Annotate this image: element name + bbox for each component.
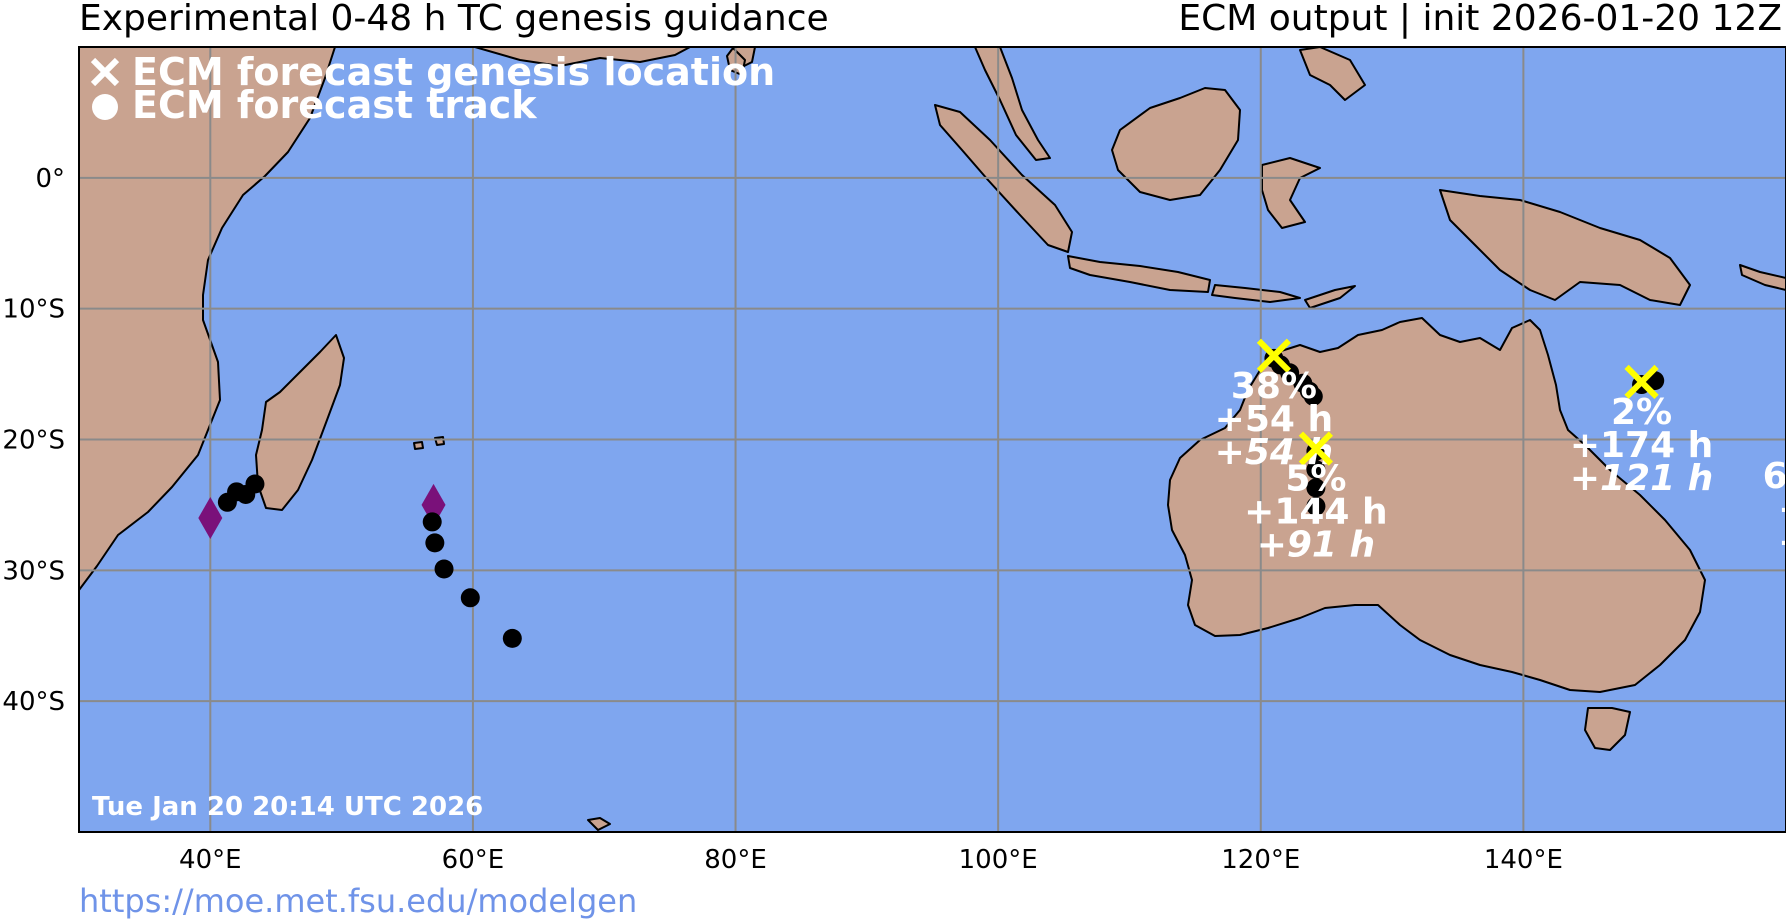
lat-tick-label: 10°S	[2, 295, 65, 325]
legend-genesis-label: ECM forecast genesis location	[132, 50, 775, 94]
philippines	[1299, 47, 1366, 101]
lon-tick-label: 60°E	[442, 845, 505, 875]
purple-diamond-marker	[198, 497, 223, 539]
malay-peninsula	[974, 47, 1051, 161]
track-point	[1306, 460, 1326, 480]
legend: ECM forecast genesis location ECM foreca…	[90, 50, 775, 127]
lesser-sunda	[1211, 284, 1301, 303]
lead-time: +54 h	[1215, 399, 1333, 440]
lat-tick-label: 20°S	[2, 426, 65, 456]
genesis-probability: 5%	[1285, 459, 1346, 500]
axis-ticks: 40°E 60°E 80°E 100°E 120°E 140°E 0° 10°S 20°S 30°…	[2, 164, 1563, 875]
mauritius-island	[413, 441, 424, 450]
arabia-coast	[474, 47, 691, 67]
lon-tick-label: 140°E	[1484, 845, 1563, 875]
chart-title: Experimental 0-48 h TC genesis guidance	[79, 0, 829, 39]
genesis-labels: 38%+54 h+54 h5%+144 h+91 h2%+174 h+121 h…	[1215, 338, 1786, 566]
genesis-label-group: 5%+144 h+91 h	[1244, 431, 1388, 566]
borneo	[1111, 87, 1241, 201]
genesis-legend-x-icon	[90, 57, 120, 87]
reunion-island	[434, 436, 445, 446]
lead-time: +1	[1778, 489, 1786, 530]
track-point	[1306, 478, 1326, 498]
track-point	[460, 588, 480, 608]
lat-tick-label: 0°	[35, 164, 65, 194]
purple-diamond-marker	[421, 483, 446, 526]
genesis-probability: 62%	[1763, 456, 1786, 497]
lead-time: +174 h	[1570, 425, 1713, 466]
lon-tick-label: 40°E	[179, 845, 242, 875]
legend-track-label: ECM forecast track	[132, 83, 537, 127]
lead-time-italic: +121 h	[1570, 458, 1713, 499]
tasmania	[1584, 707, 1631, 751]
lon-tick-label: 80°E	[704, 845, 767, 875]
lead-time-italic: +91 h	[1257, 525, 1375, 566]
madagascar	[255, 334, 345, 511]
run-timestamp: Tue Jan 20 20:14 UTC 2026	[92, 792, 483, 822]
java	[1067, 255, 1211, 293]
track-point	[245, 474, 265, 494]
genesis-probability: 38%	[1231, 366, 1317, 407]
solomon-islands	[1739, 264, 1786, 291]
genesis-label-group: 2%+174 h+121 h	[1570, 364, 1713, 499]
track-point	[422, 512, 442, 532]
kerguelen-island	[587, 817, 611, 831]
track-point	[1306, 496, 1326, 516]
genesis-x-icon	[1298, 431, 1334, 466]
lat-tick-label: 40°S	[2, 687, 65, 717]
new-guinea	[1439, 189, 1691, 306]
timor	[1304, 285, 1356, 309]
lon-tick-label: 100°E	[959, 845, 1038, 875]
map-frame	[78, 46, 1786, 833]
track-point	[1303, 386, 1323, 406]
lon-tick-label: 120°E	[1221, 845, 1300, 875]
track-point	[434, 559, 454, 579]
genesis-x-icon	[1256, 338, 1292, 373]
graticule	[79, 47, 1786, 832]
track-legend-dot-icon	[92, 94, 118, 120]
genesis-label-group: 62%+1+4	[1763, 456, 1786, 563]
genesis-probability: 2%	[1611, 392, 1672, 433]
track-point	[502, 628, 522, 648]
source-url[interactable]: https://moe.met.fsu.edu/modelgen	[79, 882, 638, 920]
track-point	[425, 533, 445, 553]
lead-time: +144 h	[1244, 492, 1387, 533]
africa-landmass	[79, 47, 336, 591]
lead-time-italic: +4	[1778, 522, 1786, 563]
model-init-label: ECM output | init 2026-01-20 12Z	[1178, 0, 1782, 39]
australia	[1167, 317, 1706, 693]
genesis-x-icon	[1624, 364, 1659, 400]
lat-tick-label: 30°S	[2, 556, 65, 586]
sulawesi	[1261, 157, 1321, 229]
